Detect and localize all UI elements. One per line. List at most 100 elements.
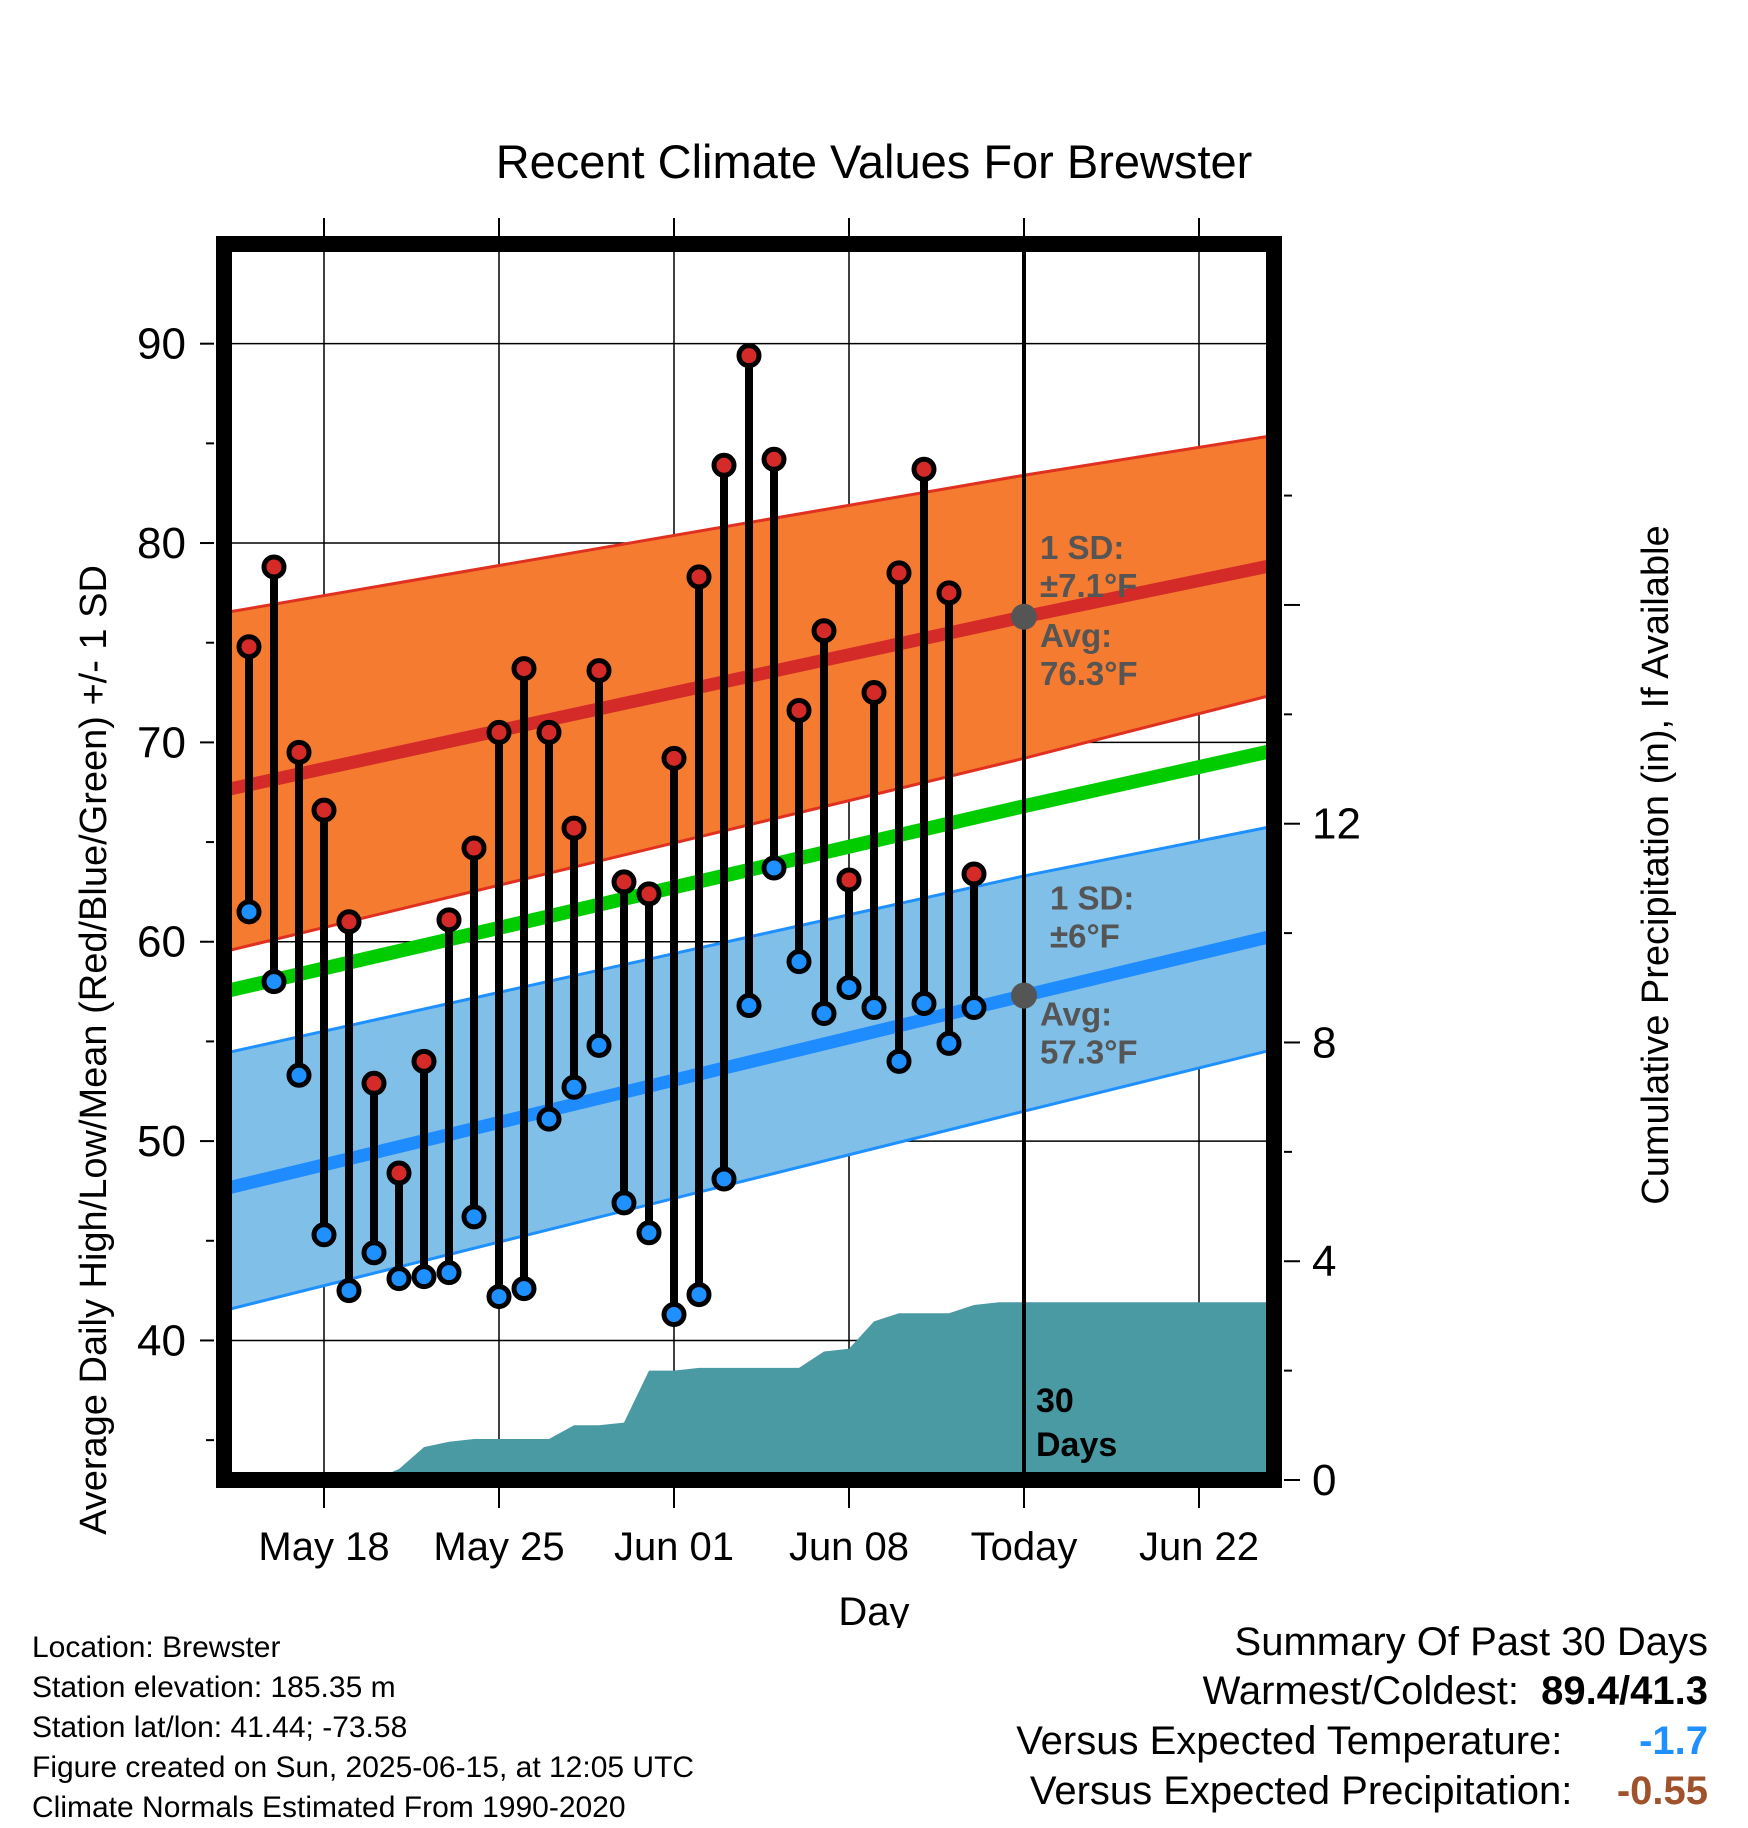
summary-title: Summary Of Past 30 Days (1234, 1620, 1708, 1664)
x-tick-label: Jun 22 (1139, 1525, 1259, 1569)
low-avg-value: 57.3°F (1040, 1034, 1138, 1071)
daily-high-marker (661, 745, 687, 771)
low-sd-label: 1 SD: (1050, 880, 1134, 917)
daily-low-marker (661, 1302, 687, 1328)
chart-title: Recent Climate Values For Brewster (496, 135, 1253, 188)
daily-high-marker (686, 564, 712, 590)
summary-panel: Summary Of Past 30 Days Warmest/Coldest:… (1016, 1618, 1708, 1816)
window-label-number: 30 (1036, 1382, 1074, 1420)
daily-high-marker (236, 634, 262, 660)
x-tick-label: May 25 (433, 1525, 564, 1569)
daily-low-marker (836, 975, 862, 1001)
daily-low-marker (886, 1048, 912, 1074)
daily-low-marker (536, 1106, 562, 1132)
daily-high-marker (786, 697, 812, 723)
low-avg-label: Avg: (1040, 996, 1112, 1033)
daily-high-marker (911, 456, 937, 482)
daily-low-marker (461, 1204, 487, 1230)
daily-low-marker (861, 995, 887, 1021)
daily-high-marker (261, 554, 287, 580)
daily-high-marker (511, 656, 537, 682)
daily-low-marker (486, 1284, 512, 1310)
daily-high-marker (561, 815, 587, 841)
low-sd-value: ±6°F (1050, 918, 1120, 955)
x-axis-label: Day (838, 1590, 909, 1628)
y-tick-label: 80 (137, 519, 186, 568)
daily-high-marker (861, 680, 887, 706)
daily-low-marker (936, 1030, 962, 1056)
cumulative-precip-area (224, 1302, 1274, 1480)
y-tick-label: 70 (137, 718, 186, 767)
daily-high-marker (361, 1070, 387, 1096)
daily-high-marker (636, 881, 662, 907)
y-tick-label: 60 (137, 918, 186, 967)
daily-low-marker (736, 993, 762, 1019)
climate-chart: Recent Climate Values For Brewster 1 SD:… (73, 135, 1677, 1628)
daily-high-marker (586, 658, 612, 684)
daily-high-marker (761, 446, 787, 472)
daily-low-marker (786, 949, 812, 975)
temp-departure-row: Versus Expected Temperature: -1.7 (1016, 1716, 1708, 1766)
daily-high-marker (461, 835, 487, 861)
daily-high-marker (286, 739, 312, 765)
daily-low-marker (711, 1166, 737, 1192)
y2-tick-label: 4 (1312, 1237, 1336, 1286)
daily-low-marker (961, 995, 987, 1021)
today-high-avg-marker (1011, 603, 1037, 630)
y2-tick-label: 0 (1312, 1456, 1336, 1505)
y-axis-label: Average Daily High/Low/Mean (Red/Blue/Gr… (73, 565, 115, 1535)
daily-low-marker (611, 1190, 637, 1216)
today-low-avg-marker (1011, 982, 1037, 1009)
daily-low-marker (336, 1278, 362, 1304)
precip-departure-value: -0.55 (1616, 1769, 1708, 1813)
daily-low-marker (311, 1222, 337, 1248)
daily-high-marker (886, 560, 912, 586)
daily-low-marker (686, 1282, 712, 1308)
daily-high-marker (961, 861, 987, 887)
precip-departure-row: Versus Expected Precipitation: -0.55 (1016, 1766, 1708, 1816)
y2-tick-label: 8 (1312, 1018, 1336, 1067)
x-tick-label: Jun 08 (789, 1525, 909, 1569)
daily-low-marker (511, 1276, 537, 1302)
y-tick-label: 40 (137, 1316, 186, 1365)
plot-series (224, 343, 1274, 1480)
daily-low-marker (261, 969, 287, 995)
daily-high-marker (411, 1048, 437, 1074)
precip-departure-label: Versus Expected Precipitation: (1029, 1769, 1573, 1813)
temp-departure-label: Versus Expected Temperature: (1016, 1719, 1563, 1763)
daily-high-marker (486, 719, 512, 745)
daily-high-marker (711, 452, 737, 478)
latlon-text: Station lat/lon: 41.44; -73.58 (32, 1711, 408, 1744)
y2-axis-label: Cumulative Precipitation (in), If Availa… (1635, 525, 1677, 1204)
high-avg-label: Avg: (1040, 617, 1112, 654)
daily-low-marker (436, 1260, 462, 1286)
daily-low-marker (586, 1032, 612, 1058)
warmest-coldest-value: 89.4/41.3 (1541, 1669, 1708, 1713)
daily-low-marker (761, 855, 787, 881)
daily-low-marker (286, 1062, 312, 1088)
daily-high-marker (336, 909, 362, 935)
station-info: Location: Brewster Station elevation: 18… (32, 1628, 694, 1828)
daily-low-marker (561, 1074, 587, 1100)
daily-high-marker (311, 797, 337, 823)
high-sd-value: ±7.1°F (1040, 567, 1137, 604)
daily-low-marker (386, 1266, 412, 1292)
created-text: Figure created on Sun, 2025-06-15, at 12… (32, 1751, 695, 1784)
daily-low-marker (636, 1220, 662, 1246)
high-avg-value: 76.3°F (1040, 655, 1138, 692)
daily-high-marker (811, 618, 837, 644)
daily-low-marker (411, 1264, 437, 1290)
x-tick-label: Today (971, 1525, 1078, 1569)
daily-high-marker (611, 869, 637, 895)
daily-high-marker (536, 719, 562, 745)
y2-tick-label: 12 (1312, 800, 1361, 849)
daily-low-marker (811, 1001, 837, 1027)
location-text: Location: Brewster (32, 1631, 281, 1664)
daily-low-marker (361, 1240, 387, 1266)
plot-frame (216, 236, 1282, 1488)
daily-high-marker (436, 907, 462, 933)
normals-text: Climate Normals Estimated From 1990-2020 (32, 1791, 626, 1824)
elevation-text: Station elevation: 185.35 m (32, 1671, 396, 1704)
daily-high-marker (736, 343, 762, 369)
